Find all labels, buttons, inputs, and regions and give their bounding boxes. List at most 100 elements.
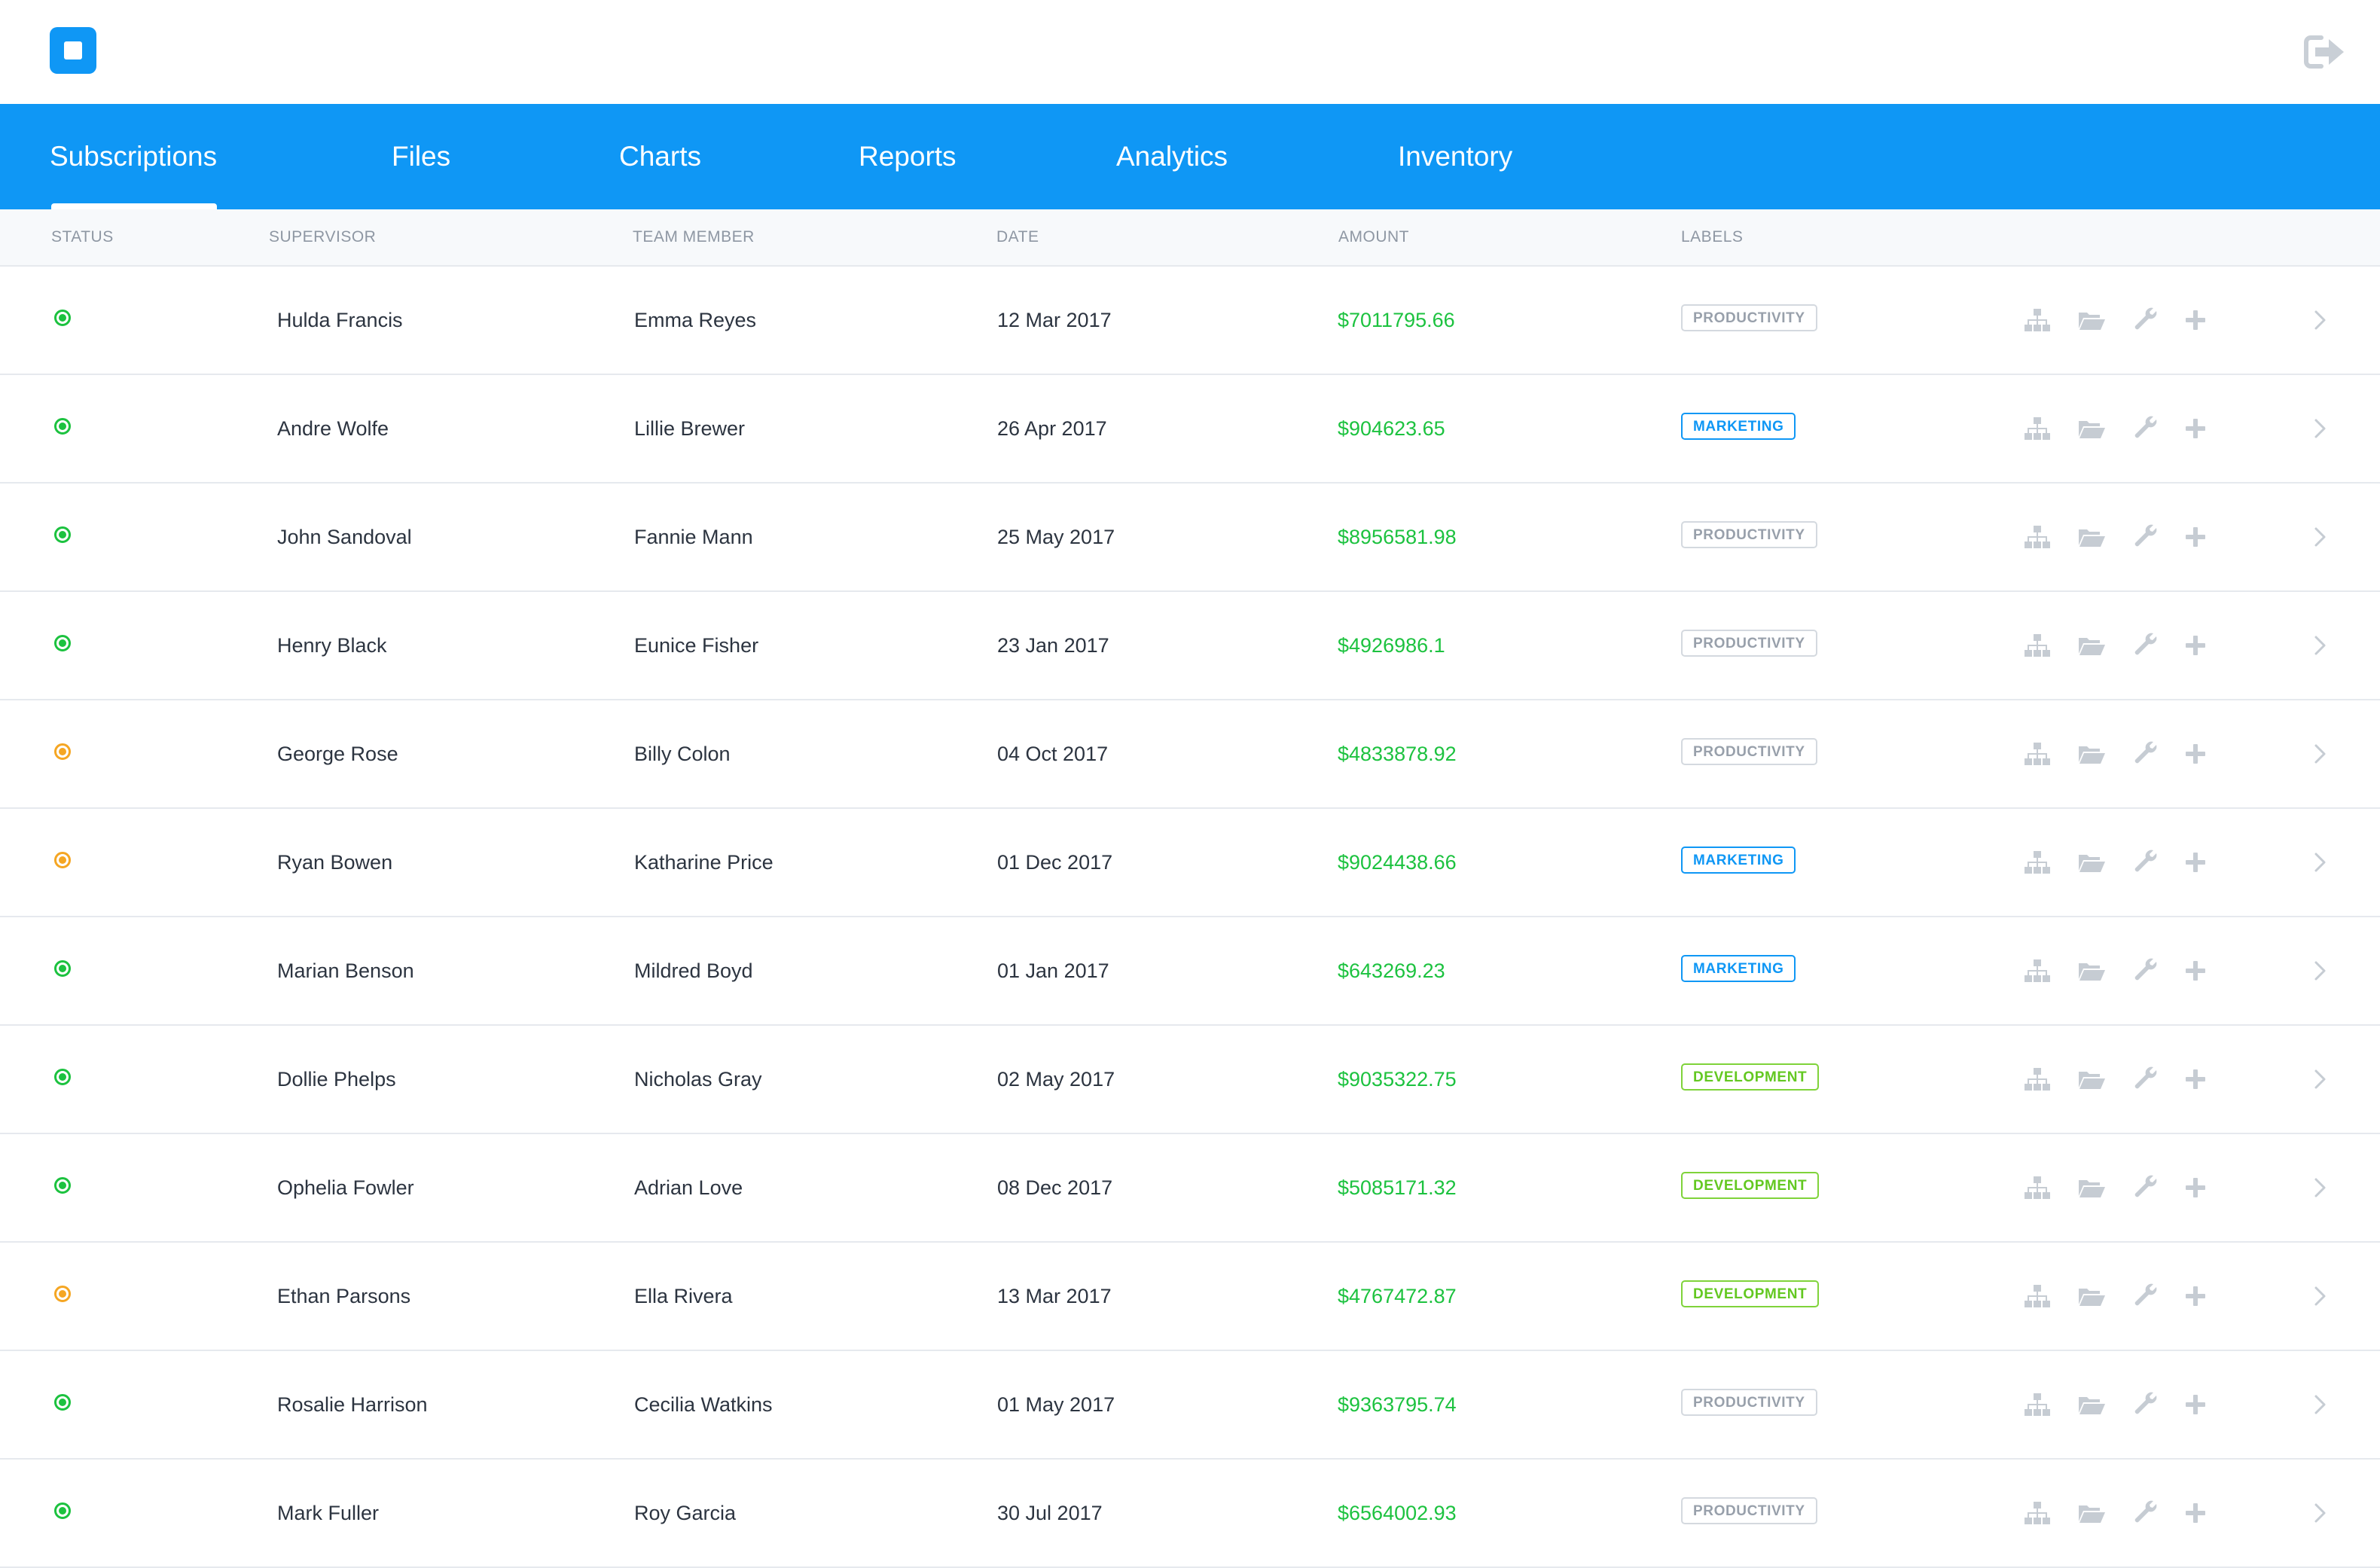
sitemap-icon[interactable] <box>2022 1281 2052 1311</box>
plus-icon[interactable] <box>2180 305 2211 335</box>
wrench-icon[interactable] <box>2131 1498 2161 1528</box>
header-labels[interactable]: LABELS <box>1681 228 1744 246</box>
tab-files[interactable]: Files <box>392 141 451 172</box>
team-member-cell: Ella Rivera <box>634 1285 733 1307</box>
sitemap-icon[interactable] <box>2022 1390 2052 1420</box>
chevron-right-icon[interactable] <box>2305 305 2335 335</box>
folder-open-icon[interactable] <box>2076 630 2107 660</box>
header-team-member[interactable]: TEAM MEMBER <box>633 228 755 246</box>
chevron-right-icon[interactable] <box>2305 1281 2335 1311</box>
wrench-icon[interactable] <box>2131 1390 2161 1420</box>
team-member-cell: Lillie Brewer <box>634 417 746 440</box>
amount-cell: $6564002.93 <box>1338 1502 1457 1524</box>
supervisor-cell: Dollie Phelps <box>277 1068 396 1091</box>
date-cell: 08 Dec 2017 <box>997 1176 1113 1199</box>
folder-open-icon[interactable] <box>2076 739 2107 769</box>
wrench-icon[interactable] <box>2131 956 2161 986</box>
sitemap-icon[interactable] <box>2022 847 2052 877</box>
plus-icon[interactable] <box>2180 1173 2211 1203</box>
folder-open-icon[interactable] <box>2076 956 2107 986</box>
status-indicator <box>54 526 71 543</box>
label-badge: MARKETING <box>1681 847 1796 874</box>
folder-open-icon[interactable] <box>2076 413 2107 444</box>
plus-icon[interactable] <box>2180 956 2211 986</box>
plus-icon[interactable] <box>2180 522 2211 552</box>
chevron-right-icon[interactable] <box>2305 1064 2335 1094</box>
sitemap-icon[interactable] <box>2022 413 2052 444</box>
table-row[interactable]: Hulda Francis Emma Reyes 12 Mar 2017 $70… <box>0 267 2380 375</box>
wrench-icon[interactable] <box>2131 413 2161 444</box>
amount-cell: $9024438.66 <box>1338 851 1457 874</box>
plus-icon[interactable] <box>2180 847 2211 877</box>
wrench-icon[interactable] <box>2131 1281 2161 1311</box>
table-row[interactable]: Dollie Phelps Nicholas Gray 02 May 2017 … <box>0 1026 2380 1134</box>
sitemap-icon[interactable] <box>2022 956 2052 986</box>
wrench-icon[interactable] <box>2131 1173 2161 1203</box>
sitemap-icon[interactable] <box>2022 1064 2052 1094</box>
sitemap-icon[interactable] <box>2022 739 2052 769</box>
folder-open-icon[interactable] <box>2076 1281 2107 1311</box>
header-status[interactable]: STATUS <box>51 228 114 246</box>
folder-open-icon[interactable] <box>2076 522 2107 552</box>
table-row[interactable]: Rosalie Harrison Cecilia Watkins 01 May … <box>0 1351 2380 1460</box>
table-row[interactable]: Ophelia Fowler Adrian Love 08 Dec 2017 $… <box>0 1134 2380 1243</box>
amount-cell: $9035322.75 <box>1338 1068 1457 1091</box>
tab-reports[interactable]: Reports <box>859 141 957 172</box>
chevron-right-icon[interactable] <box>2305 956 2335 986</box>
folder-open-icon[interactable] <box>2076 305 2107 335</box>
folder-open-icon[interactable] <box>2076 1064 2107 1094</box>
table-row[interactable]: Ryan Bowen Katharine Price 01 Dec 2017 $… <box>0 809 2380 917</box>
plus-icon[interactable] <box>2180 1498 2211 1528</box>
table-row[interactable]: Marian Benson Mildred Boyd 01 Jan 2017 $… <box>0 917 2380 1026</box>
wrench-icon[interactable] <box>2131 630 2161 660</box>
chevron-right-icon[interactable] <box>2305 847 2335 877</box>
tab-inventory[interactable]: Inventory <box>1398 141 1513 172</box>
header-amount[interactable]: AMOUNT <box>1338 228 1409 246</box>
team-member-cell: Fannie Mann <box>634 526 753 548</box>
header-date[interactable]: DATE <box>996 228 1039 246</box>
plus-icon[interactable] <box>2180 739 2211 769</box>
tab-analytics[interactable]: Analytics <box>1116 141 1228 172</box>
plus-icon[interactable] <box>2180 1281 2211 1311</box>
chevron-right-icon[interactable] <box>2305 413 2335 444</box>
chevron-right-icon[interactable] <box>2305 739 2335 769</box>
folder-open-icon[interactable] <box>2076 1390 2107 1420</box>
chevron-right-icon[interactable] <box>2305 630 2335 660</box>
wrench-icon[interactable] <box>2131 305 2161 335</box>
label-badge: PRODUCTIVITY <box>1681 521 1817 548</box>
wrench-icon[interactable] <box>2131 739 2161 769</box>
table-row[interactable]: George Rose Billy Colon 04 Oct 2017 $483… <box>0 700 2380 809</box>
logout-icon[interactable] <box>2303 33 2347 71</box>
sitemap-icon[interactable] <box>2022 522 2052 552</box>
folder-open-icon[interactable] <box>2076 1173 2107 1203</box>
tab-subscriptions[interactable]: Subscriptions <box>50 104 218 209</box>
table-row[interactable]: Andre Wolfe Lillie Brewer 26 Apr 2017 $9… <box>0 375 2380 484</box>
table-row[interactable]: John Sandoval Fannie Mann 25 May 2017 $8… <box>0 484 2380 592</box>
table-row[interactable]: Henry Black Eunice Fisher 23 Jan 2017 $4… <box>0 592 2380 700</box>
table-row[interactable]: Mark Fuller Roy Garcia 30 Jul 2017 $6564… <box>0 1460 2380 1568</box>
amount-cell: $643269.23 <box>1338 959 1445 982</box>
wrench-icon[interactable] <box>2131 847 2161 877</box>
plus-icon[interactable] <box>2180 413 2211 444</box>
folder-open-icon[interactable] <box>2076 847 2107 877</box>
sitemap-icon[interactable] <box>2022 305 2052 335</box>
chevron-right-icon[interactable] <box>2305 1390 2335 1420</box>
chevron-right-icon[interactable] <box>2305 1173 2335 1203</box>
chevron-right-icon[interactable] <box>2305 1498 2335 1528</box>
wrench-icon[interactable] <box>2131 522 2161 552</box>
folder-open-icon[interactable] <box>2076 1498 2107 1528</box>
plus-icon[interactable] <box>2180 1390 2211 1420</box>
sitemap-icon[interactable] <box>2022 1498 2052 1528</box>
wrench-icon[interactable] <box>2131 1064 2161 1094</box>
plus-icon[interactable] <box>2180 1064 2211 1094</box>
sitemap-icon[interactable] <box>2022 630 2052 660</box>
table-header: STATUS SUPERVISOR TEAM MEMBER DATE AMOUN… <box>0 209 2380 267</box>
header-supervisor[interactable]: SUPERVISOR <box>269 228 377 246</box>
table-row[interactable]: Ethan Parsons Ella Rivera 13 Mar 2017 $4… <box>0 1243 2380 1351</box>
chevron-right-icon[interactable] <box>2305 522 2335 552</box>
tab-charts[interactable]: Charts <box>619 141 701 172</box>
plus-icon[interactable] <box>2180 630 2211 660</box>
app-logo-icon[interactable] <box>50 27 96 74</box>
sitemap-icon[interactable] <box>2022 1173 2052 1203</box>
supervisor-cell: Rosalie Harrison <box>277 1393 428 1416</box>
